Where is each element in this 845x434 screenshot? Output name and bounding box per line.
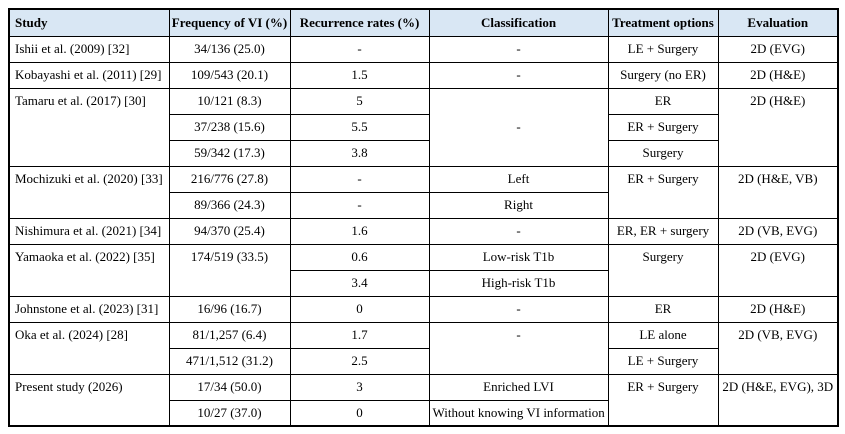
cell-treatment: ER [607, 87, 719, 115]
col-header-classification: Classification [428, 8, 609, 37]
cell-classification: - [428, 61, 609, 89]
cell-treatment: LE + Surgery [607, 347, 719, 375]
cell-study: Nishimura et al. (2021) [34] [8, 217, 170, 245]
cell-classification: Left [428, 165, 609, 193]
col-header-treatment: Treatment options [607, 8, 719, 37]
cell-evaluation: 2D (H&E) [717, 295, 839, 323]
table-row: Yamaoka et al. (2022) [35] 174/519 (33.5… [8, 243, 839, 297]
cell-recurrence: 3 [289, 373, 430, 401]
cell-frequency: 471/1,512 (31.2) [168, 347, 291, 375]
col-header-evaluation: Evaluation [717, 8, 839, 37]
table-row: Mochizuki et al. (2020) [33] 216/776 (27… [8, 165, 839, 219]
cell-evaluation: 2D (VB, EVG) [717, 217, 839, 245]
cell-recurrence: 0 [289, 399, 430, 427]
cell-frequency: 94/370 (25.4) [168, 217, 291, 245]
cell-classification: - [428, 87, 609, 167]
cell-recurrence: 0.6 [289, 243, 430, 271]
cell-treatment: ER + Surgery [607, 165, 719, 219]
cell-recurrence: 5.5 [289, 113, 430, 141]
cell-evaluation: 2D (H&E) [717, 87, 839, 167]
table-row: Oka et al. (2024) [28] 81/1,257 (6.4) 1.… [8, 321, 839, 375]
cell-classification: - [428, 217, 609, 245]
table-row: 3.4 High-risk T1b [9, 269, 838, 297]
cell-study: Mochizuki et al. (2020) [33] [8, 165, 170, 219]
table-row: Ishii et al. (2009) [32] 34/136 (25.0) -… [8, 35, 839, 63]
cell-study: Present study (2026) [8, 373, 170, 427]
cell-frequency: 59/342 (17.3) [168, 139, 291, 167]
cell-frequency: 81/1,257 (6.4) [168, 321, 291, 349]
table-row: Tamaru et al. (2017) [30] 10/121 (8.3) 5… [8, 87, 839, 167]
cell-treatment: Surgery (no ER) [607, 61, 719, 89]
cell-classification: - [428, 35, 609, 63]
cell-evaluation: 2D (VB, EVG) [717, 321, 839, 375]
cell-recurrence: - [289, 191, 430, 219]
cell-frequency: 17/34 (50.0) [168, 373, 291, 401]
cell-study: Ishii et al. (2009) [32] [8, 35, 170, 63]
cell-evaluation: 2D (H&E, EVG), 3D [717, 373, 839, 427]
cell-treatment: ER, ER + surgery [607, 217, 719, 245]
cell-study: Johnstone et al. (2023) [31] [8, 295, 170, 323]
cell-classification: High-risk T1b [428, 269, 609, 297]
cell-treatment: ER + Surgery [607, 113, 719, 141]
cell-recurrence: 3.8 [289, 139, 430, 167]
cell-treatment: Surgery [607, 139, 719, 167]
col-header-recurrence: Recurrence rates (%) [289, 8, 430, 37]
table-row: 10/27 (37.0) 0 Without knowing VI inform… [9, 399, 838, 427]
col-header-frequency: Frequency of VI (%) [168, 8, 291, 37]
cell-frequency: 216/776 (27.8) [168, 165, 291, 193]
cell-frequency: 10/27 (37.0) [168, 399, 291, 427]
cell-frequency: 10/121 (8.3) [168, 87, 291, 115]
cell-treatment: LE alone [607, 321, 719, 349]
cell-recurrence: 0 [289, 295, 430, 323]
table-row: 89/366 (24.3) - Right [9, 191, 838, 219]
table-row: Johnstone et al. (2023) [31] 16/96 (16.7… [8, 295, 839, 323]
cell-recurrence: 1.7 [289, 321, 430, 349]
cell-classification: Low-risk T1b [428, 243, 609, 271]
cell-classification: Without knowing VI information [428, 399, 609, 427]
table-row: 59/342 (17.3) 3.8 Surgery [9, 139, 838, 167]
col-header-study: Study [8, 8, 170, 37]
cell-recurrence: 3.4 [289, 269, 430, 297]
study-comparison-table: Study Frequency of VI (%) Recurrence rat… [8, 8, 839, 427]
table-row: Nishimura et al. (2021) [34] 94/370 (25.… [8, 217, 839, 245]
cell-classification: Enriched LVI [428, 373, 609, 401]
cell-evaluation: 2D (EVG) [717, 243, 839, 297]
table-row: Present study (2026) 17/34 (50.0) 3 Enri… [8, 373, 839, 427]
cell-recurrence: 1.6 [289, 217, 430, 245]
cell-recurrence: 1.5 [289, 61, 430, 89]
cell-study: Oka et al. (2024) [28] [8, 321, 170, 375]
cell-evaluation: 2D (EVG) [717, 35, 839, 63]
cell-frequency: 174/519 (33.5) [168, 243, 291, 297]
cell-study: Kobayashi et al. (2011) [29] [8, 61, 170, 89]
cell-recurrence: - [289, 35, 430, 63]
table-row: 37/238 (15.6) 5.5 ER + Surgery [9, 113, 838, 141]
header-row: Study Frequency of VI (%) Recurrence rat… [8, 8, 839, 37]
cell-recurrence: 5 [289, 87, 430, 115]
cell-treatment: ER [607, 295, 719, 323]
cell-study: Yamaoka et al. (2022) [35] [8, 243, 170, 297]
cell-treatment: ER + Surgery [607, 373, 719, 427]
cell-treatment: Surgery [607, 243, 719, 297]
cell-recurrence: 2.5 [289, 347, 430, 375]
cell-frequency: 89/366 (24.3) [168, 191, 291, 219]
cell-frequency: 16/96 (16.7) [168, 295, 291, 323]
cell-classification: - [428, 295, 609, 323]
cell-recurrence: - [289, 165, 430, 193]
cell-study: Tamaru et al. (2017) [30] [8, 87, 170, 167]
cell-frequency: 37/238 (15.6) [168, 113, 291, 141]
table-row: Kobayashi et al. (2011) [29] 109/543 (20… [8, 61, 839, 89]
table-row: 471/1,512 (31.2) 2.5 LE + Surgery [9, 347, 838, 375]
cell-frequency: 109/543 (20.1) [168, 61, 291, 89]
cell-evaluation: 2D (H&E) [717, 61, 839, 89]
cell-frequency: 34/136 (25.0) [168, 35, 291, 63]
cell-classification: - [428, 321, 609, 375]
cell-treatment: LE + Surgery [607, 35, 719, 63]
cell-evaluation: 2D (H&E, VB) [717, 165, 839, 219]
cell-classification: Right [428, 191, 609, 219]
